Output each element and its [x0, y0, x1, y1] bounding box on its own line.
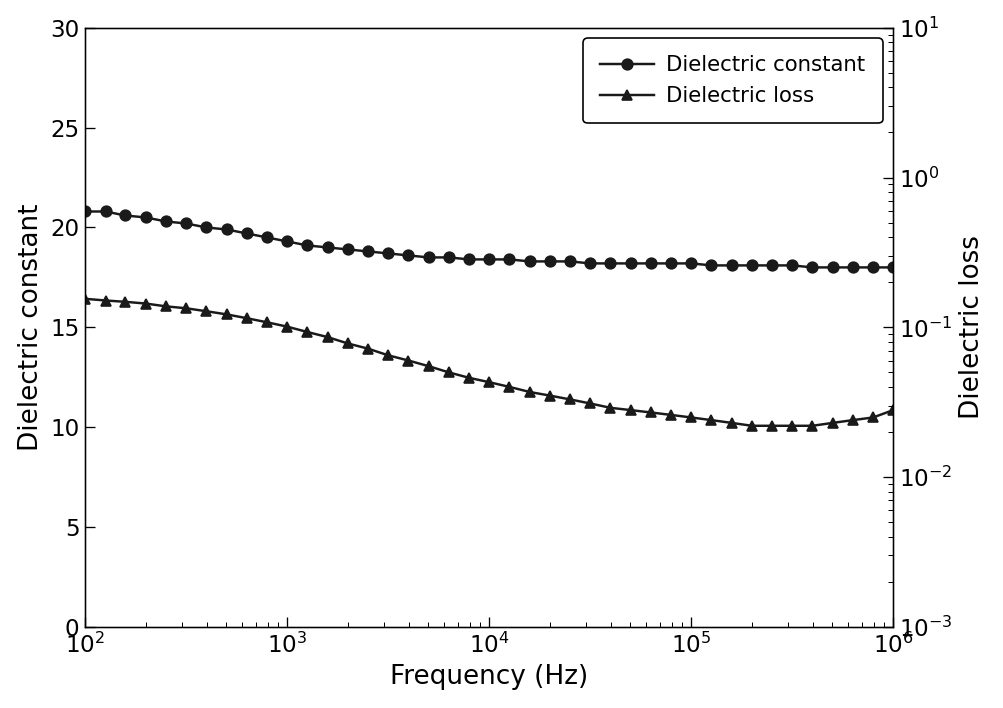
- Dielectric constant: [382, 249, 394, 258]
- Dielectric loss: [362, 344, 374, 353]
- Dielectric constant: [665, 259, 677, 268]
- Dielectric constant: [746, 261, 758, 270]
- Dielectric constant: [605, 259, 617, 268]
- Dielectric constant: [524, 257, 536, 266]
- Dielectric loss: [625, 406, 637, 414]
- Dielectric constant: [342, 245, 354, 253]
- Line: Dielectric constant: Dielectric constant: [80, 206, 899, 273]
- Dielectric loss: [443, 368, 455, 377]
- Dielectric constant: [140, 213, 152, 222]
- Dielectric loss: [665, 411, 677, 419]
- Dielectric loss: [685, 413, 697, 422]
- Dielectric constant: [685, 259, 697, 268]
- Dielectric constant: [241, 229, 253, 238]
- Dielectric loss: [746, 421, 758, 430]
- Dielectric constant: [645, 259, 657, 268]
- Dielectric loss: [159, 302, 172, 311]
- Dielectric constant: [221, 225, 233, 234]
- Dielectric constant: [847, 263, 859, 272]
- Dielectric constant: [119, 211, 131, 219]
- Dielectric constant: [584, 259, 596, 268]
- Line: Dielectric loss: Dielectric loss: [80, 294, 899, 431]
- Dielectric constant: [79, 207, 91, 216]
- Dielectric loss: [99, 296, 111, 304]
- Dielectric constant: [564, 257, 576, 266]
- Dielectric constant: [483, 255, 495, 263]
- Dielectric constant: [159, 217, 172, 226]
- Dielectric constant: [402, 251, 414, 260]
- Dielectric constant: [625, 259, 637, 268]
- X-axis label: Frequency (Hz): Frequency (Hz): [390, 664, 589, 690]
- Dielectric constant: [422, 253, 434, 262]
- Dielectric constant: [504, 255, 516, 263]
- Dielectric loss: [422, 362, 434, 370]
- Legend: Dielectric constant, Dielectric loss: Dielectric constant, Dielectric loss: [584, 38, 883, 123]
- Y-axis label: Dielectric loss: Dielectric loss: [959, 235, 985, 419]
- Dielectric loss: [847, 416, 859, 424]
- Dielectric constant: [261, 233, 273, 241]
- Dielectric loss: [605, 404, 617, 412]
- Dielectric constant: [443, 253, 455, 262]
- Dielectric constant: [362, 247, 374, 256]
- Dielectric loss: [342, 339, 354, 348]
- Dielectric loss: [281, 322, 293, 331]
- Dielectric loss: [463, 374, 475, 382]
- Dielectric loss: [382, 351, 394, 360]
- Dielectric loss: [261, 318, 273, 326]
- Dielectric loss: [806, 421, 818, 430]
- Dielectric loss: [524, 388, 536, 396]
- Dielectric loss: [786, 421, 798, 430]
- Dielectric constant: [806, 263, 818, 272]
- Dielectric constant: [826, 263, 839, 272]
- Dielectric loss: [181, 304, 193, 312]
- Dielectric constant: [322, 243, 334, 251]
- Dielectric constant: [705, 261, 717, 270]
- Dielectric constant: [281, 237, 293, 246]
- Dielectric loss: [79, 295, 91, 303]
- Dielectric constant: [99, 207, 111, 216]
- Dielectric loss: [302, 328, 314, 336]
- Dielectric loss: [888, 406, 900, 414]
- Dielectric loss: [826, 418, 839, 427]
- Dielectric loss: [766, 421, 778, 430]
- Dielectric loss: [544, 392, 556, 400]
- Dielectric constant: [786, 261, 798, 270]
- Dielectric loss: [119, 297, 131, 306]
- Dielectric constant: [867, 263, 879, 272]
- Dielectric constant: [201, 223, 213, 232]
- Dielectric constant: [725, 261, 737, 270]
- Dielectric loss: [645, 409, 657, 417]
- Dielectric loss: [201, 307, 213, 316]
- Dielectric loss: [504, 382, 516, 391]
- Dielectric loss: [241, 314, 253, 322]
- Dielectric loss: [584, 399, 596, 408]
- Dielectric loss: [705, 416, 717, 424]
- Dielectric loss: [867, 413, 879, 422]
- Dielectric loss: [564, 395, 576, 404]
- Dielectric loss: [322, 333, 334, 341]
- Dielectric loss: [221, 310, 233, 319]
- Dielectric loss: [483, 378, 495, 387]
- Dielectric constant: [544, 257, 556, 266]
- Dielectric constant: [888, 263, 900, 272]
- Dielectric constant: [181, 219, 193, 228]
- Dielectric constant: [302, 241, 314, 250]
- Dielectric constant: [463, 255, 475, 263]
- Dielectric loss: [140, 299, 152, 308]
- Dielectric loss: [725, 418, 737, 427]
- Y-axis label: Dielectric constant: Dielectric constant: [18, 204, 44, 451]
- Dielectric constant: [766, 261, 778, 270]
- Dielectric loss: [402, 356, 414, 365]
